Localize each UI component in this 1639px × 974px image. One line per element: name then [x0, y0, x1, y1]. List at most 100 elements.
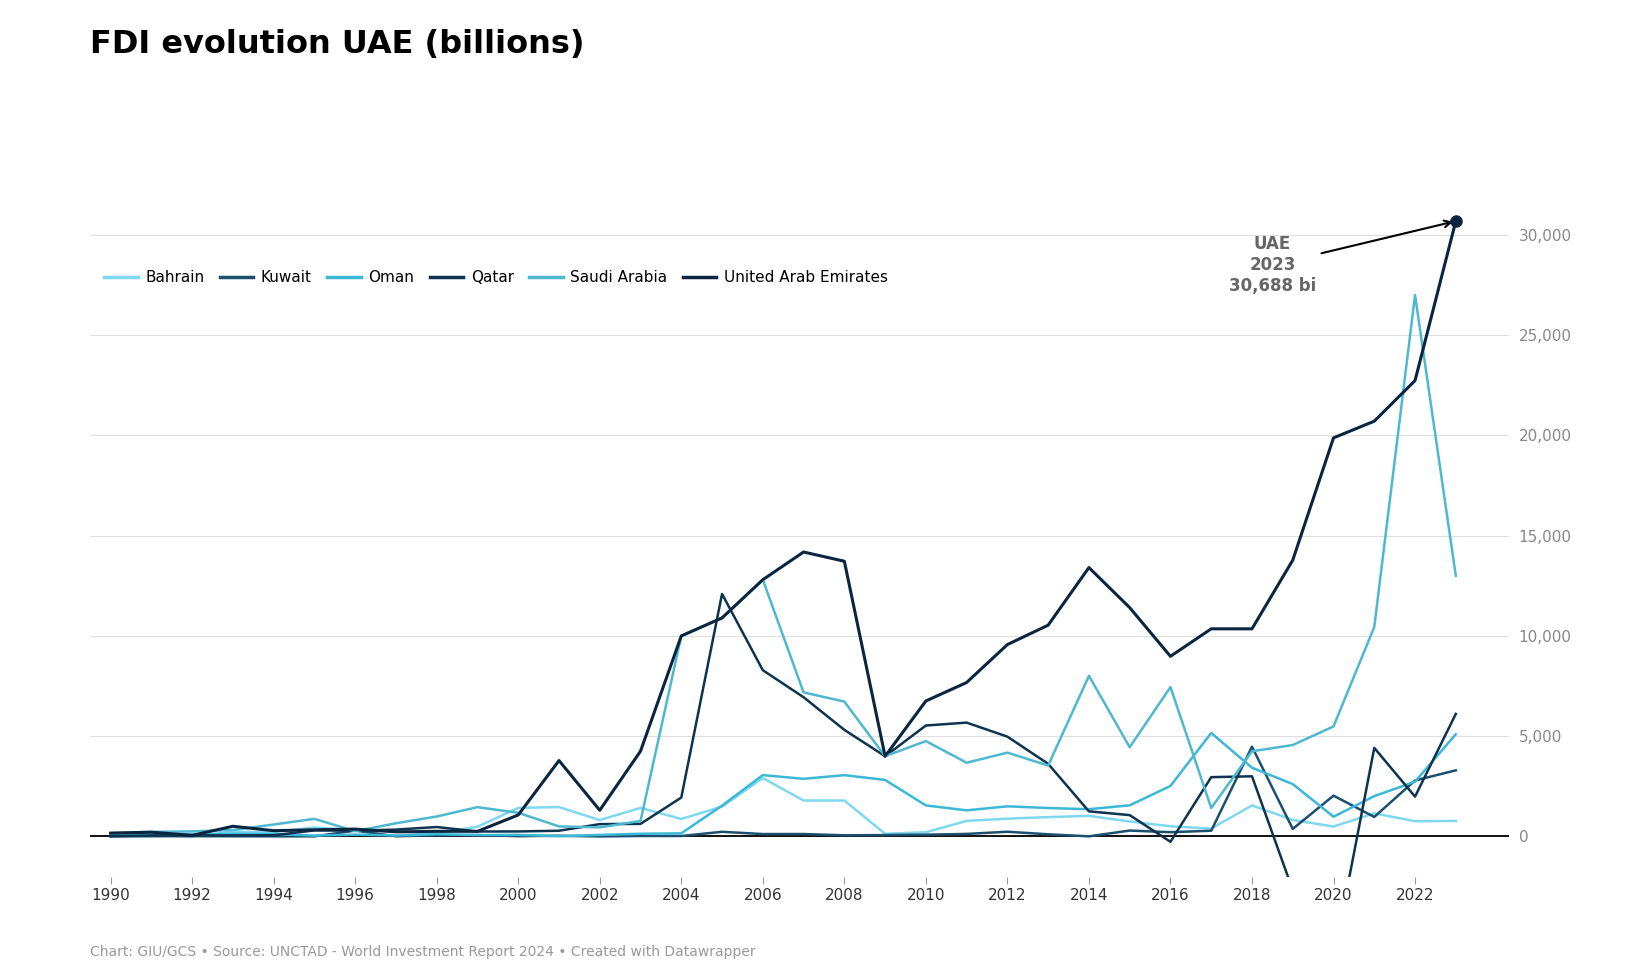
- United Arab Emirates: [1282, 554, 1301, 566]
- Oman: [264, 828, 284, 840]
- Saudi Arabia: [385, 817, 405, 829]
- Qatar: [1282, 884, 1301, 896]
- Oman: [1364, 790, 1383, 802]
- United Arab Emirates: [426, 826, 446, 838]
- Qatar: [1201, 771, 1221, 783]
- United Arab Emirates: [670, 630, 690, 642]
- Qatar: [1160, 836, 1180, 847]
- Bahrain: [346, 825, 365, 837]
- United Arab Emirates: [305, 824, 325, 836]
- Oman: [1323, 811, 1342, 823]
- Qatar: [1405, 791, 1424, 803]
- Oman: [141, 828, 161, 840]
- Line: Qatar: Qatar: [110, 594, 1455, 959]
- Oman: [549, 831, 569, 843]
- Bahrain: [264, 826, 284, 838]
- Qatar: [1119, 809, 1139, 821]
- Kuwait: [1323, 790, 1342, 802]
- Kuwait: [346, 825, 365, 837]
- Bahrain: [305, 822, 325, 834]
- Kuwait: [1282, 823, 1301, 835]
- United Arab Emirates: [752, 574, 772, 585]
- Saudi Arabia: [467, 802, 487, 813]
- Saudi Arabia: [1364, 621, 1383, 633]
- Bahrain: [1037, 811, 1057, 823]
- Kuwait: [549, 830, 569, 842]
- Bahrain: [1078, 810, 1098, 822]
- Bahrain: [1364, 807, 1383, 819]
- United Arab Emirates: [1323, 432, 1342, 444]
- Saudi Arabia: [1160, 681, 1180, 693]
- Line: Saudi Arabia: Saudi Arabia: [110, 295, 1455, 833]
- Saudi Arabia: [916, 735, 936, 747]
- Qatar: [752, 664, 772, 676]
- Oman: [385, 830, 405, 842]
- Saudi Arabia: [1405, 289, 1424, 301]
- Oman: [1078, 804, 1098, 815]
- Bahrain: [223, 826, 243, 838]
- Qatar: [1446, 708, 1465, 720]
- Saudi Arabia: [711, 612, 731, 623]
- Kuwait: [1160, 826, 1180, 838]
- Saudi Arabia: [1323, 721, 1342, 732]
- United Arab Emirates: [916, 695, 936, 707]
- Qatar: [264, 830, 284, 842]
- Qatar: [346, 825, 365, 837]
- Qatar: [467, 826, 487, 838]
- Legend: Bahrain, Kuwait, Oman, Qatar, Saudi Arabia, United Arab Emirates: Bahrain, Kuwait, Oman, Qatar, Saudi Arab…: [98, 264, 893, 291]
- Bahrain: [100, 828, 120, 840]
- Saudi Arabia: [100, 827, 120, 839]
- Bahrain: [549, 802, 569, 813]
- Bahrain: [1201, 823, 1221, 835]
- United Arab Emirates: [875, 750, 895, 762]
- Kuwait: [182, 830, 202, 842]
- Saudi Arabia: [182, 826, 202, 838]
- Saudi Arabia: [1078, 670, 1098, 682]
- Kuwait: [631, 830, 651, 842]
- Kuwait: [834, 830, 854, 842]
- Kuwait: [100, 831, 120, 843]
- Kuwait: [141, 831, 161, 843]
- Qatar: [549, 825, 569, 837]
- Saudi Arabia: [997, 747, 1016, 759]
- Saudi Arabia: [670, 630, 690, 642]
- Bahrain: [1405, 815, 1424, 827]
- Qatar: [670, 792, 690, 804]
- Qatar: [793, 692, 813, 703]
- Saudi Arabia: [426, 810, 446, 822]
- Kuwait: [590, 831, 610, 843]
- Saudi Arabia: [590, 821, 610, 833]
- Oman: [426, 828, 446, 840]
- United Arab Emirates: [100, 827, 120, 839]
- Oman: [100, 828, 120, 840]
- United Arab Emirates: [1201, 623, 1221, 635]
- Text: FDI evolution UAE (billions): FDI evolution UAE (billions): [90, 29, 585, 60]
- Saudi Arabia: [1119, 741, 1139, 753]
- Kuwait: [508, 830, 528, 842]
- Text: Chart: GIU/GCS • Source: UNCTAD - World Investment Report 2024 • Created with Da: Chart: GIU/GCS • Source: UNCTAD - World …: [90, 946, 756, 959]
- United Arab Emirates: [834, 555, 854, 567]
- Qatar: [875, 750, 895, 762]
- Qatar: [711, 588, 731, 600]
- Oman: [508, 829, 528, 841]
- Saudi Arabia: [264, 819, 284, 831]
- United Arab Emirates: [1241, 623, 1260, 635]
- Bahrain: [426, 828, 446, 840]
- United Arab Emirates: [1364, 415, 1383, 427]
- United Arab Emirates: [1119, 602, 1139, 614]
- Saudi Arabia: [346, 825, 365, 837]
- Bahrain: [590, 814, 610, 826]
- Qatar: [1078, 805, 1098, 817]
- Oman: [916, 800, 936, 811]
- Oman: [1405, 776, 1424, 788]
- Kuwait: [956, 828, 975, 840]
- Kuwait: [1119, 825, 1139, 837]
- Bahrain: [997, 813, 1016, 825]
- Saudi Arabia: [875, 750, 895, 762]
- Oman: [1201, 728, 1221, 739]
- Kuwait: [223, 831, 243, 843]
- Oman: [793, 773, 813, 785]
- United Arab Emirates: [549, 755, 569, 767]
- United Arab Emirates: [223, 820, 243, 832]
- Bahrain: [141, 829, 161, 841]
